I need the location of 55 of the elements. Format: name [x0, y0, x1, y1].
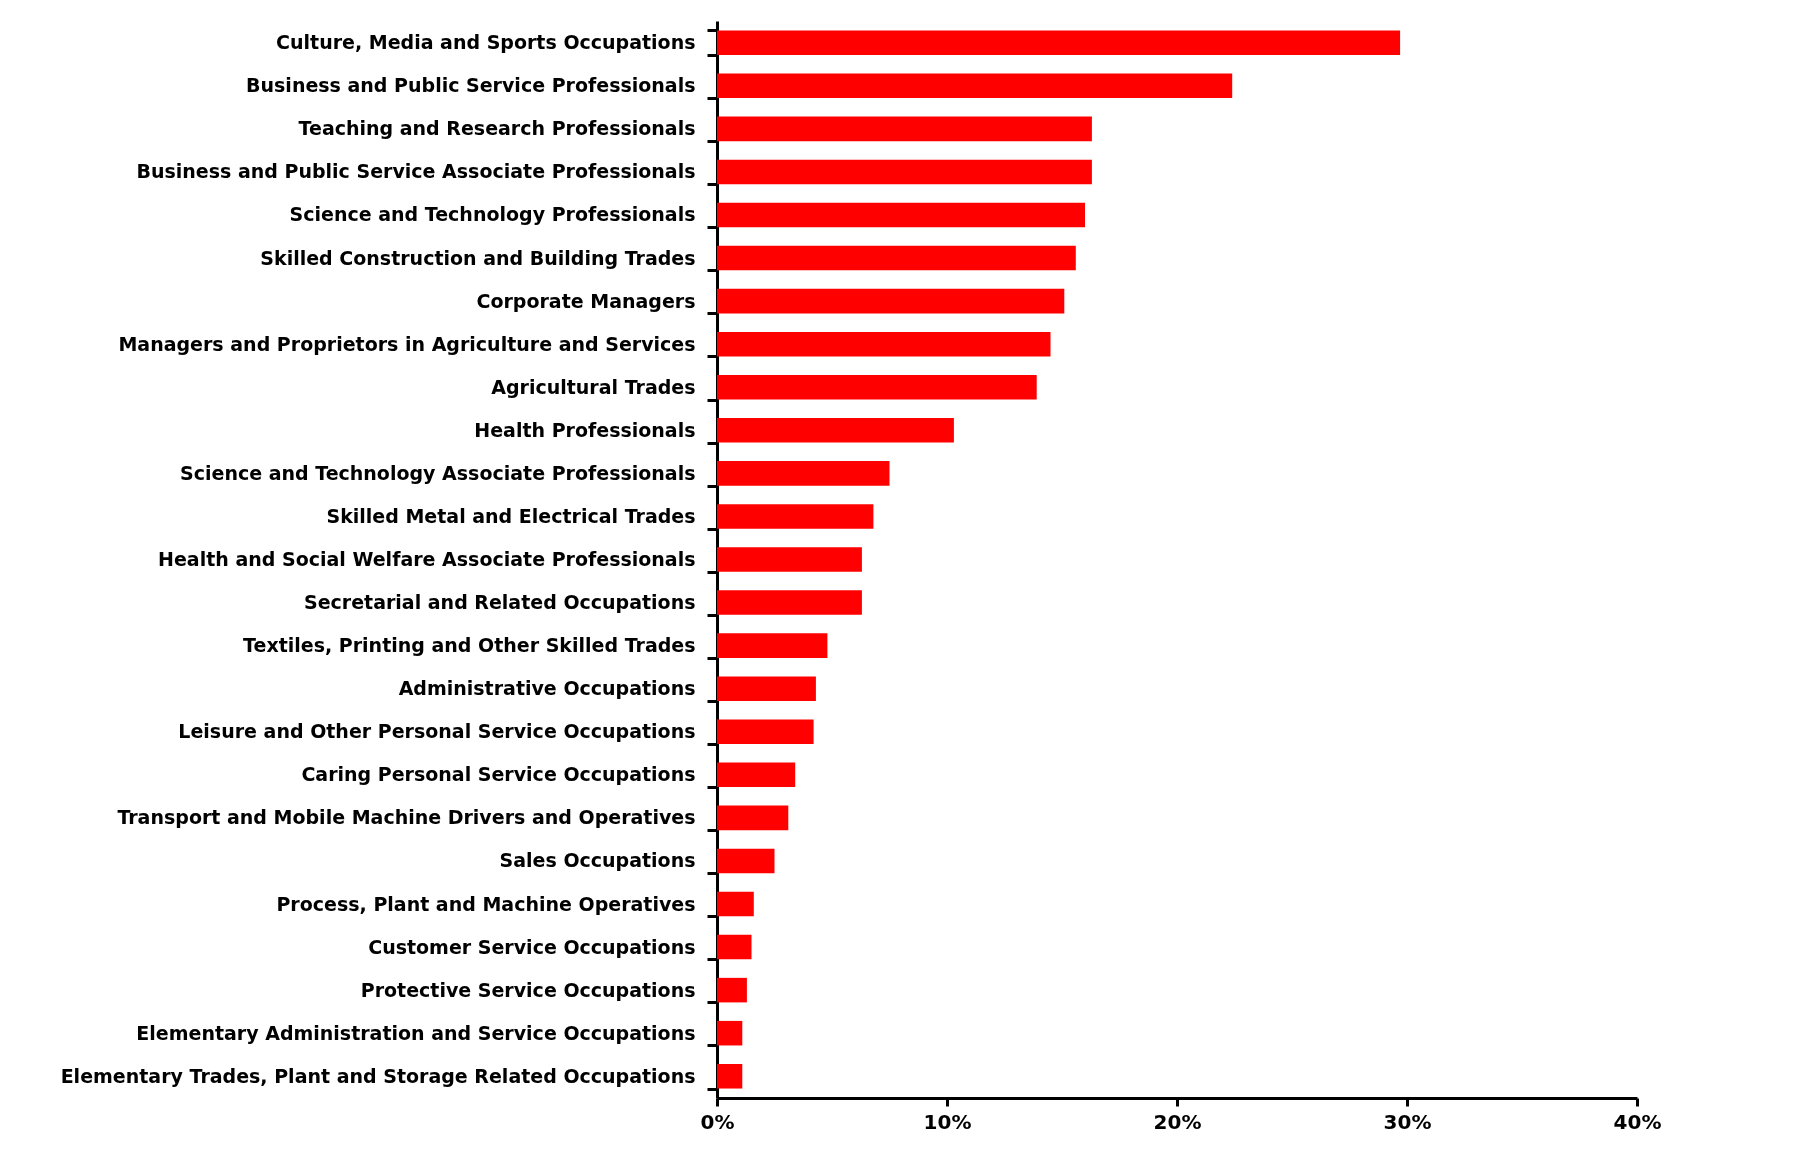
y-tick-label: Elementary Trades, Plant and Storage Related Occupations — [60, 1064, 696, 1087]
bar — [717, 73, 1233, 99]
x-tick-label: 10% — [923, 1109, 972, 1134]
y-tick-label: Health Professionals — [474, 418, 696, 441]
bar — [717, 848, 775, 874]
bar — [717, 245, 1076, 271]
x-tick-label: 20% — [1153, 1109, 1202, 1134]
x-tick-label: 40% — [1613, 1109, 1662, 1134]
y-tick-label: Teaching and Research Professionals — [298, 117, 696, 140]
y-tick-label: Customer Service Occupations — [368, 935, 696, 958]
y-tick-label: Process, Plant and Machine Operatives — [276, 892, 696, 915]
y-tick-label: Skilled Construction and Building Trades — [260, 246, 696, 269]
y-tick-label: Skilled Metal and Electrical Trades — [326, 504, 696, 527]
bar — [717, 762, 796, 788]
y-tick-label: Transport and Mobile Machine Drivers and Operatives — [117, 806, 696, 829]
bar — [717, 977, 747, 1003]
bar — [717, 202, 1085, 228]
x-tick-label: 0% — [700, 1109, 735, 1134]
y-tick-label: Corporate Managers — [476, 289, 696, 312]
bar — [717, 891, 754, 917]
y-tick-label: Caring Personal Service Occupations — [301, 763, 696, 786]
y-tick-label: Agricultural Trades — [491, 375, 696, 398]
bar — [717, 547, 862, 572]
y-tick-label: Textiles, Printing and Other Skilled Trades — [243, 634, 696, 657]
bar — [717, 331, 1051, 357]
bar — [717, 504, 874, 529]
y-tick-label: Science and Technology Associate Professionals — [180, 461, 696, 484]
y-tick-label: Health and Social Welfare Associate Professionals — [158, 548, 696, 570]
y-tick-label: Leisure and Other Personal Service Occupations — [178, 720, 696, 743]
bar — [717, 1063, 743, 1089]
y-tick-label: Business and Public Service Associate Professionals — [136, 160, 696, 183]
y-tick-label: Business and Public Service Professionals — [246, 74, 696, 97]
bar — [717, 288, 1065, 314]
y-tick-label: Science and Technology Professionals — [289, 203, 696, 226]
y-tick-label: Secretarial and Related Occupations — [303, 591, 696, 614]
bar — [717, 590, 862, 615]
bar — [717, 676, 816, 701]
bar — [717, 633, 828, 658]
y-tick-label: Culture, Media and Sports Occupations — [276, 31, 696, 54]
y-tick-label: Managers and Proprietors in Agriculture and Services — [118, 332, 696, 355]
bar — [717, 374, 1037, 400]
bar — [717, 159, 1092, 185]
bar — [717, 1020, 743, 1046]
bar — [717, 116, 1092, 142]
y-tick-label: Administrative Occupations — [398, 677, 696, 700]
x-tick-label: 30% — [1383, 1109, 1432, 1134]
y-tick-label: Protective Service Occupations — [360, 978, 696, 1001]
bar — [717, 719, 814, 745]
bar — [717, 934, 752, 960]
y-tick-label: Elementary Administration and Service Occupations — [136, 1021, 696, 1044]
bar — [717, 805, 789, 831]
y-tick-label: Sales Occupations — [499, 849, 696, 872]
bar — [717, 461, 890, 486]
bar — [717, 30, 1401, 56]
bar — [717, 418, 954, 443]
